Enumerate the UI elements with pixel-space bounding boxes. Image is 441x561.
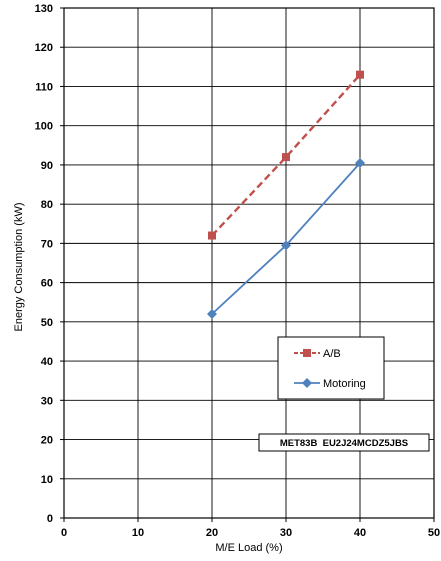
y-axis-title: Energy Consumption (kW) bbox=[13, 203, 25, 332]
y-tick-label: 110 bbox=[35, 81, 53, 93]
y-tick-label: 90 bbox=[41, 160, 53, 172]
x-tick-label: 50 bbox=[428, 527, 440, 539]
y-tick-label: 120 bbox=[35, 42, 53, 54]
y-tick-label: 70 bbox=[41, 238, 53, 250]
x-axis-title: M/E Load (%) bbox=[215, 542, 282, 554]
x-tick-label: 0 bbox=[61, 527, 67, 539]
tick-labels: 0 10 20 30 40 50 60 70 80 90 100 110 120 130 0 10 20 30 40… bbox=[35, 3, 440, 539]
x-tick-label: 40 bbox=[354, 527, 366, 539]
y-tick-label: 20 bbox=[41, 435, 53, 447]
y-tick-label: 0 bbox=[47, 513, 53, 525]
x-tick-label: 30 bbox=[280, 527, 292, 539]
data-point-motoring bbox=[207, 309, 217, 319]
legend-box bbox=[277, 336, 385, 400]
series-a-b bbox=[208, 70, 364, 240]
y-tick-label: 10 bbox=[41, 474, 53, 486]
data-point-motoring bbox=[355, 157, 365, 168]
y-tick-label: 40 bbox=[41, 356, 53, 368]
y-tick-label: 60 bbox=[41, 278, 53, 290]
series-motoring bbox=[207, 157, 365, 319]
data-point-a-b bbox=[356, 70, 364, 79]
legend-motoring-label: Motoring bbox=[323, 378, 366, 390]
y-tick-label: 50 bbox=[41, 317, 53, 329]
x-tick-label: 10 bbox=[132, 527, 144, 539]
legend-ab-label: A/B bbox=[323, 348, 341, 360]
y-tick-label: 30 bbox=[41, 395, 53, 407]
series-line-a-b bbox=[211, 73, 361, 237]
plot-area-frame bbox=[63, 7, 435, 519]
y-tick-label: 100 bbox=[35, 121, 53, 133]
legend-ab-marker bbox=[303, 349, 311, 357]
x-tick-label: 20 bbox=[206, 527, 218, 539]
data-point-a-b bbox=[282, 153, 290, 162]
legend: A/B Motoring bbox=[277, 336, 385, 400]
annotation-text: MET83B EU2J24MCDZ5JBS bbox=[280, 438, 408, 449]
annotation-box: MET83B EU2J24MCDZ5JBS bbox=[258, 433, 430, 452]
legend-item-ab: A/B bbox=[294, 348, 341, 360]
y-tick-label: 80 bbox=[41, 199, 53, 211]
data-point-a-b bbox=[208, 231, 216, 240]
data-point-motoring bbox=[281, 240, 291, 251]
y-tick-label: 130 bbox=[35, 3, 53, 15]
legend-motoring-marker bbox=[302, 378, 312, 388]
series-lines bbox=[207, 70, 365, 319]
annotation-frame bbox=[258, 433, 430, 452]
legend-item-motoring: Motoring bbox=[294, 378, 366, 390]
